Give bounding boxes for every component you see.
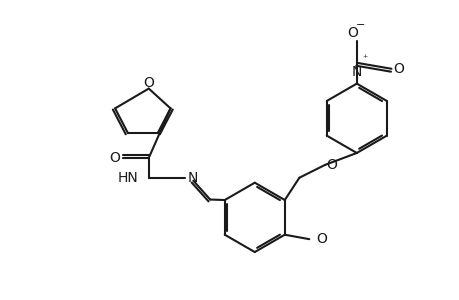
- Text: O: O: [347, 26, 358, 40]
- Text: −: −: [355, 20, 364, 30]
- Text: O: O: [392, 62, 403, 76]
- Text: O: O: [143, 76, 154, 90]
- Text: O: O: [109, 151, 120, 165]
- Text: O: O: [315, 232, 326, 246]
- Text: HN: HN: [118, 171, 139, 185]
- Text: N: N: [351, 65, 361, 79]
- Text: N: N: [187, 171, 197, 185]
- Text: ⁺: ⁺: [361, 54, 367, 64]
- Text: O: O: [326, 158, 337, 172]
